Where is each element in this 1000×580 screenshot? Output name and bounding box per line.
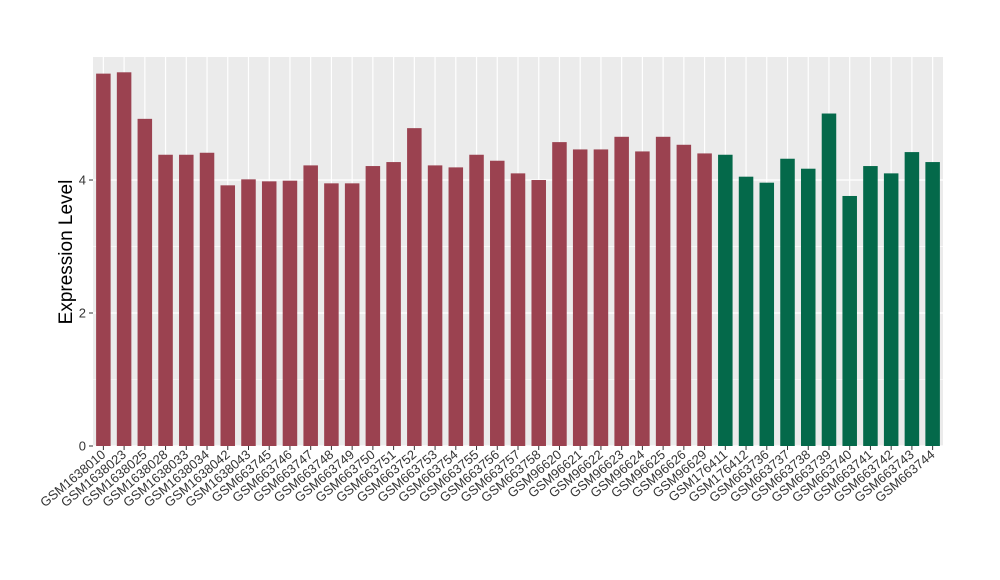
bar-GSM663741 [863,166,878,447]
bar-GSM96622 [593,149,609,446]
bar-GSM1638023 [116,72,132,447]
bar-GSM663739 [821,113,837,447]
bar-GSM1638033 [179,154,194,446]
bar-GSM96625 [655,136,671,447]
bar-GSM1638028 [158,154,173,446]
bar-GSM96624 [635,151,650,446]
bar-GSM176411 [718,154,733,446]
bar-GSM663740 [842,195,857,446]
bar-GSM663742 [883,173,899,446]
bar-GSM663753 [427,165,443,446]
bar-GSM96626 [676,144,692,446]
bar-GSM1638042 [220,185,236,447]
bar-GSM96620 [552,142,567,446]
bar-GSM663744 [925,162,940,447]
bar-GSM663757 [510,173,526,446]
y-axis-title: Expression Level [56,180,77,325]
bar-GSM663745 [261,181,277,446]
bars [96,72,940,447]
y-axis: 0 2 4 [79,173,93,454]
x-axis: GSM1638010GSM1638023GSM1638025GSM1638028… [37,446,938,510]
bar-GSM1638010 [96,73,111,446]
bar-GSM96629 [697,153,712,446]
bar-GSM663750 [365,166,381,447]
bar-GSM176412 [738,176,754,446]
bar-GSM663748 [324,183,339,447]
bar-GSM663743 [904,152,920,447]
bar-GSM663756 [490,160,505,446]
bar-GSM663747 [303,165,318,446]
bar-GSM663749 [344,183,360,447]
bar-GSM663738 [800,168,816,446]
bar-GSM96623 [614,136,629,447]
bar-GSM663736 [759,182,775,446]
bar-GSM663754 [448,167,464,446]
bar-GSM663746 [282,180,298,446]
bar-GSM96621 [572,149,588,446]
bar-GSM1638034 [199,152,215,446]
bar-GSM663758 [531,180,546,446]
y-tick-label: 0 [79,439,86,454]
y-tick-label: 2 [79,306,86,321]
y-tick-label: 4 [79,173,86,188]
bar-GSM1638043 [241,179,256,446]
bar-GSM663755 [469,154,484,446]
bar-GSM663752 [407,128,422,446]
bar-GSM1638025 [137,118,153,446]
bar-GSM663751 [386,162,401,447]
bar-GSM663737 [780,158,795,446]
